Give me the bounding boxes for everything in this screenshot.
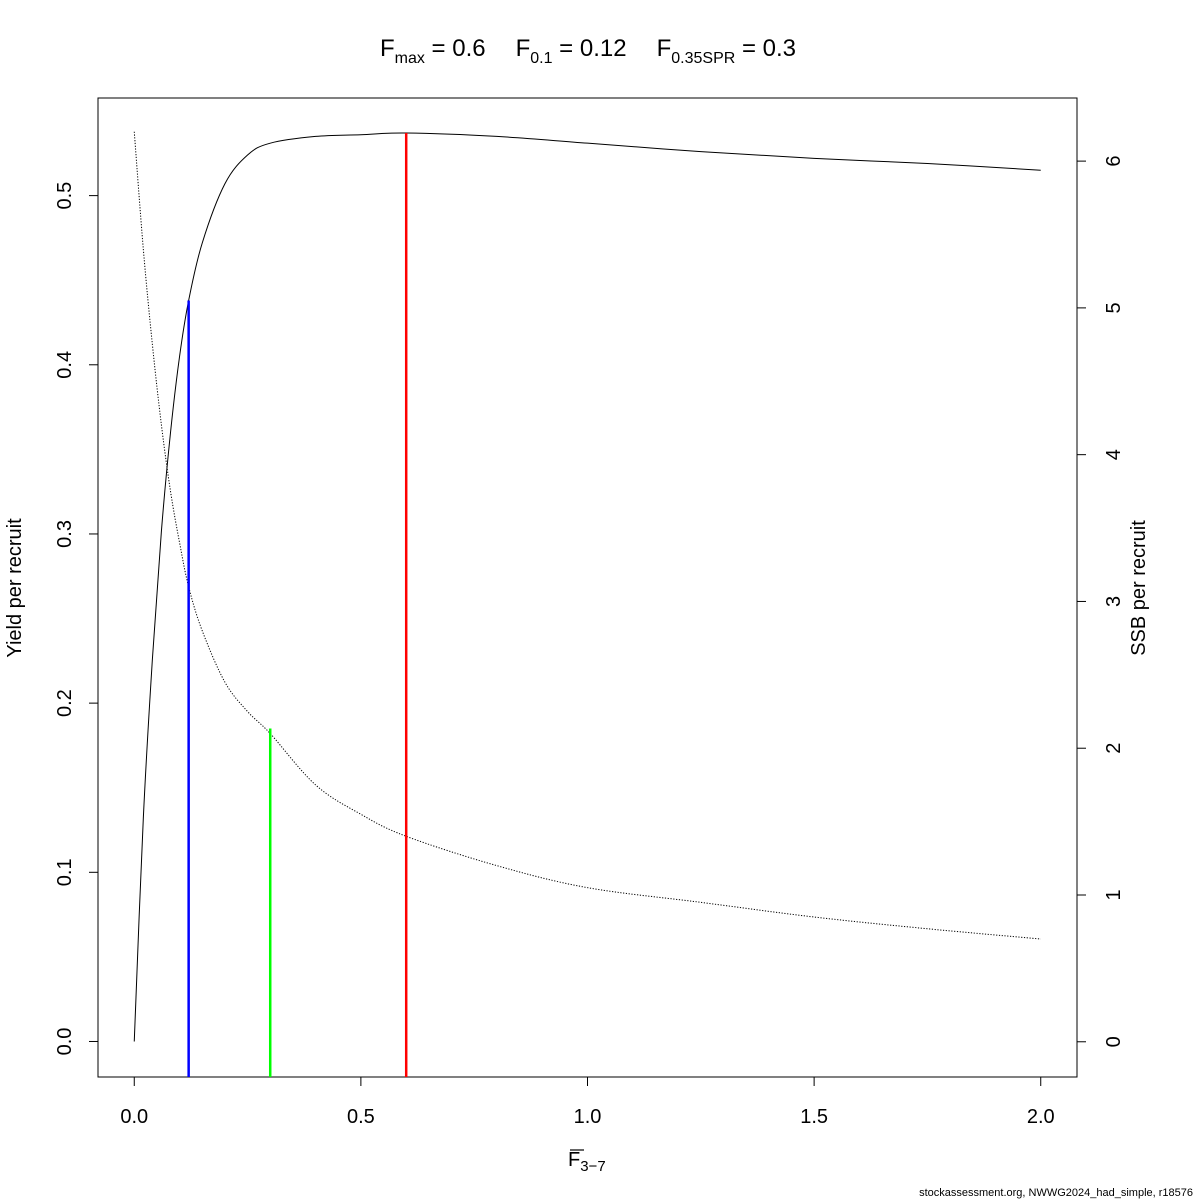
y-tick-label: 0.4 — [54, 351, 76, 379]
title-fspr-value: = 0.3 — [735, 35, 796, 62]
title-f01-symbol: F — [516, 35, 531, 62]
y2-axis-title: SSB per recruit — [1128, 520, 1150, 656]
chart-title: Fmax = 0.6 F0.1 = 0.12 F0.35SPR = 0.3 — [380, 35, 796, 67]
x-tick-label: 2.0 — [1027, 1106, 1055, 1128]
y2-tick-label: 1 — [1103, 889, 1125, 900]
series-layer — [133, 131, 1041, 1042]
x-tick-label: 0.5 — [347, 1106, 375, 1128]
title-fmax-symbol: F — [380, 35, 395, 62]
y-axis-right: 0 1 2 3 4 5 6 — [1077, 156, 1125, 1047]
y-axis-title: Yield per recruit — [4, 518, 26, 658]
x-axis: 0.0 0.5 1.0 1.5 2.0 — [120, 1077, 1055, 1128]
reference-lines — [187, 133, 408, 1077]
y2-tick-label: 0 — [1103, 1036, 1125, 1047]
title-fmax-subscript: max — [395, 50, 425, 67]
y2-tick-label: 2 — [1103, 743, 1125, 754]
title-f01-subscript: 0.1 — [530, 50, 552, 67]
x-axis-title-symbol: F — [568, 1149, 580, 1171]
title-fspr-subscript: 0.35SPR — [671, 50, 735, 67]
x-tick-label: 1.5 — [800, 1106, 828, 1128]
y2-tick-label: 5 — [1103, 302, 1125, 313]
x-tick-label: 0.0 — [120, 1106, 148, 1128]
footer-credit: stockassessment.org, NWWG2024_had_simple… — [919, 1187, 1193, 1199]
title-fmax-value: = 0.6 — [425, 35, 486, 62]
x-axis-title: F3−7 — [568, 1149, 606, 1175]
y2-tick-label: 4 — [1103, 449, 1125, 460]
y-tick-label: 0.1 — [54, 858, 76, 886]
y-tick-label: 0.2 — [54, 689, 76, 717]
x-tick-label: 1.0 — [574, 1106, 602, 1128]
x-axis-title-subscript: 3−7 — [580, 1158, 605, 1175]
y-tick-label: 0.5 — [54, 182, 76, 210]
y2-tick-label: 3 — [1103, 596, 1125, 607]
y-tick-label: 0.3 — [54, 520, 76, 548]
title-f01-value: = 0.12 — [553, 35, 627, 62]
y2-tick-label: 6 — [1103, 156, 1125, 167]
yield-per-recruit-line — [133, 132, 1041, 1042]
plot-frame — [97, 97, 1078, 1078]
y-axis-left: 0.0 0.1 0.2 0.3 0.4 0.5 — [54, 182, 98, 1056]
y-tick-label: 0.0 — [54, 1028, 76, 1056]
svg-text:F3−7: F3−7 — [568, 1149, 606, 1175]
title-fspr-symbol: F — [657, 35, 672, 62]
